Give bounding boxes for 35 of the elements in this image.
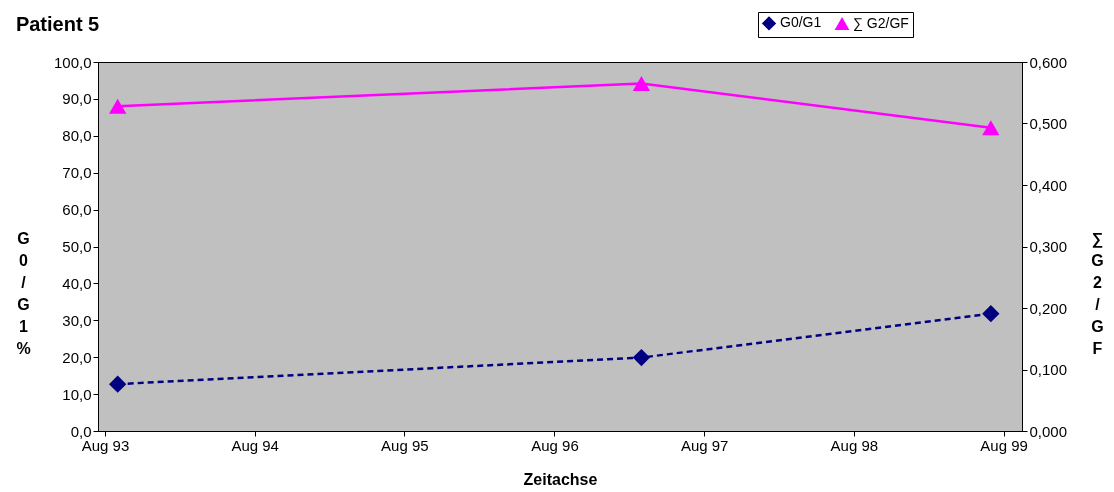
- y2-tick-label: 0,500: [1029, 115, 1068, 132]
- y-axis-title: G0/G1 %: [16, 230, 31, 357]
- y-tick-label: 10,0: [62, 385, 92, 403]
- y2-tick-label: 0,200: [1029, 299, 1068, 317]
- y-tick-label: 70,0: [62, 164, 92, 182]
- y2-tick-label: 0,300: [1029, 238, 1068, 255]
- point: [982, 305, 1000, 323]
- legend-label: ∑ G2/GF: [853, 14, 909, 31]
- x-tick-label: Aug 99: [980, 436, 1028, 454]
- y-tick-label: 80,0: [62, 127, 92, 145]
- x-tick-label: Aug 95: [381, 436, 429, 454]
- y-tick-label: 40,0: [62, 274, 92, 292]
- x-tick-label: Aug 97: [680, 436, 729, 454]
- y-tick-label: 50,0: [62, 238, 92, 255]
- y2-tick-label: 0,100: [1029, 361, 1068, 378]
- point: [632, 348, 651, 367]
- y-tick-label: 90,0: [62, 90, 92, 108]
- y-tick-label: 100,0: [53, 53, 92, 71]
- x-tick-label: Aug 94: [231, 436, 279, 454]
- point: [109, 375, 127, 393]
- y2-axis-title: ∑ G2/GF: [1091, 230, 1104, 357]
- point: [109, 98, 127, 114]
- x-axis-title: Zeitachse: [523, 470, 598, 488]
- x-tick-label: Aug 96: [531, 436, 579, 454]
- y-tick-label: 20,0: [62, 348, 92, 366]
- legend-label: G0/G1: [780, 14, 822, 31]
- y-tick-label: 60,0: [62, 201, 92, 219]
- y2-tick-label: 0,000: [1029, 422, 1068, 440]
- y-tick-label: 30,0: [62, 311, 92, 329]
- x-tick-label: Aug 98: [830, 436, 879, 454]
- y2-tick-label: 0,400: [1029, 176, 1068, 194]
- point: [632, 76, 651, 92]
- y2-tick-label: 0,600: [1029, 53, 1068, 71]
- chart-title: Patient 5: [15, 13, 100, 35]
- point: [982, 120, 1000, 136]
